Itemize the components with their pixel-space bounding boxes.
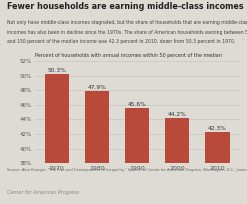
Text: and 150 percent of the median income was 42.3 percent in 2010, down from 50.3 pe: and 150 percent of the median income was… <box>7 39 236 44</box>
Text: 50.3%: 50.3% <box>47 68 66 73</box>
Text: Fewer households are earning middle-class incomes: Fewer households are earning middle-clas… <box>7 2 244 11</box>
Bar <box>206 132 229 204</box>
Bar <box>45 74 69 204</box>
Text: incomes has also been in decline since the 1970s. The share of American househol: incomes has also been in decline since t… <box>7 30 247 35</box>
Bar <box>125 108 149 204</box>
Text: 45.6%: 45.6% <box>128 102 146 107</box>
Bar <box>165 118 189 204</box>
Text: 44.2%: 44.2% <box>168 112 187 117</box>
Text: Not only have middle-class incomes stagnated, but the share of households that a: Not only have middle-class incomes stagn… <box>7 20 247 26</box>
Text: Source: Alan Krueger, "The Rise and Consequences of Inequality," Speech at Cente: Source: Alan Krueger, "The Rise and Cons… <box>7 168 247 172</box>
Text: Center for American Progress: Center for American Progress <box>7 190 79 195</box>
Text: Percent of households with annual incomes within 50 percent of the median: Percent of households with annual income… <box>35 53 222 58</box>
Text: 42.3%: 42.3% <box>208 126 227 131</box>
Bar <box>85 91 109 204</box>
Text: 47.9%: 47.9% <box>87 85 106 90</box>
